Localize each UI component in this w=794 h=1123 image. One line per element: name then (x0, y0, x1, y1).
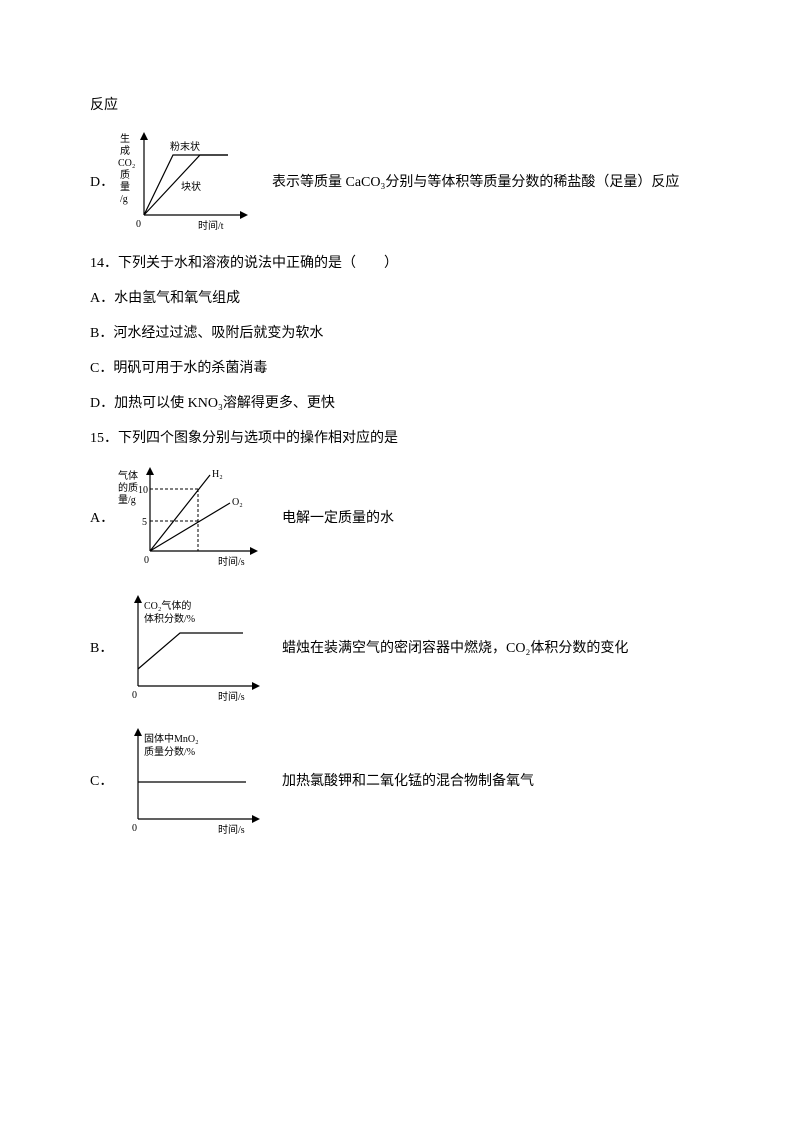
h2-label: H₂ (212, 469, 223, 480)
ylabel-a1: 的质 (118, 481, 138, 494)
chart-a-svg: 气体 的质 量/g 10 5 H₂ O₂ 0 时间/s (118, 463, 268, 573)
q15-b-desc: 蜡烛在装满空气的密闭容器中燃烧，CO₂体积分数的变化 (282, 638, 704, 659)
ylabel-0: 生 (120, 132, 130, 145)
line-o2 (150, 503, 230, 551)
option-d-desc: 表示等质量 CaCO₃分别与等体积等质量分数的稀盐酸（足量）反应 (272, 172, 704, 193)
y-arrow-c (134, 728, 142, 736)
q15-b-label: B． (90, 638, 118, 659)
chart-c-svg: 固体中MnO₂ 质量分数/% 0 时间/s (118, 724, 268, 839)
tick10: 10 (138, 485, 148, 496)
chart-b-svg: CO₂气体的 体积分数/% 0 时间/s (118, 591, 268, 706)
curve2-label: 块状 (181, 180, 201, 193)
ylabel-a2: 量/g (118, 494, 136, 506)
ylabel-2: CO₂ (118, 158, 135, 169)
ylabel-a0: 气体 (118, 469, 138, 482)
ylabel-1: 成 (120, 145, 130, 157)
curve-b (138, 633, 243, 669)
ylabel-3: 质 (120, 169, 130, 181)
xlabel: 时间/t (198, 219, 224, 232)
origin-b: 0 (132, 690, 137, 701)
q15-b-chart: CO₂气体的 体积分数/% 0 时间/s (118, 591, 268, 706)
q15-b-row: B． CO₂气体的 体积分数/% 0 时间/s 蜡烛在装满空气的密闭容器中燃烧，… (90, 591, 704, 706)
q15-a-desc: 电解一定质量的水 (282, 508, 704, 529)
ylabel-c2: 质量分数/% (144, 745, 195, 758)
top-fragment: 反应 (90, 95, 704, 116)
xlabel-c: 时间/s (218, 823, 245, 836)
q14-a: A．水由氢气和氧气组成 (90, 288, 704, 309)
q15-a-chart: 气体 的质 量/g 10 5 H₂ O₂ 0 时间/s (118, 463, 268, 573)
x-arrow-a (250, 547, 258, 555)
option-d-label: D． (90, 172, 118, 193)
q15-c-desc: 加热氯酸钾和二氧化锰的混合物制备氧气 (282, 771, 704, 792)
x-arrow-b (252, 682, 260, 690)
y-arrow-a (146, 467, 154, 475)
chart-d-svg: 生 成 CO₂ 质 量 /g 粉末状 块状 0 时间/t (118, 130, 258, 235)
x-arrow-c (252, 815, 260, 823)
origin-c: 0 (132, 823, 137, 834)
xlabel-a: 时间/s (218, 555, 245, 568)
option-d-chart: 生 成 CO₂ 质 量 /g 粉末状 块状 0 时间/t (118, 130, 258, 235)
option-d-row: D． 生 成 CO₂ 质 量 /g 粉末状 块状 0 时间/t 表示等质量 Ca… (90, 130, 704, 235)
tick5: 5 (142, 517, 147, 528)
y-arrow (140, 132, 148, 140)
y-arrow-b (134, 595, 142, 603)
q14-c: C．明矾可用于水的杀菌消毒 (90, 358, 704, 379)
ylabel-b1: CO₂气体的 (144, 599, 191, 612)
o2-label: O₂ (232, 497, 243, 508)
q14-stem: 14．下列关于水和溶液的说法中正确的是（ ） (90, 253, 704, 274)
line-h2 (150, 475, 210, 551)
q15-c-row: C． 固体中MnO₂ 质量分数/% 0 时间/s 加热氯酸钾和二氧化锰的混合物制… (90, 724, 704, 839)
curve1-label: 粉末状 (170, 140, 200, 153)
q15-a-label: A． (90, 508, 118, 529)
q15-c-chart: 固体中MnO₂ 质量分数/% 0 时间/s (118, 724, 268, 839)
ylabel-4: 量 (120, 181, 130, 193)
q14-b: B．河水经过过滤、吸附后就变为软水 (90, 323, 704, 344)
q14-d: D．加热可以使 KNO₃溶解得更多、更快 (90, 393, 704, 414)
xlabel-b: 时间/s (218, 690, 245, 703)
x-arrow (240, 211, 248, 219)
q15-c-label: C． (90, 771, 118, 792)
ylabel-5: /g (120, 194, 128, 205)
origin-a: 0 (144, 555, 149, 566)
q15-a-row: A． 气体 的质 量/g 10 5 H₂ O₂ 0 时间/s 电解一定质量 (90, 463, 704, 573)
q15-stem: 15．下列四个图象分别与选项中的操作相对应的是 (90, 428, 704, 449)
origin: 0 (136, 219, 141, 230)
ylabel-c1: 固体中MnO₂ (144, 732, 199, 745)
ylabel-b2: 体积分数/% (144, 612, 195, 625)
